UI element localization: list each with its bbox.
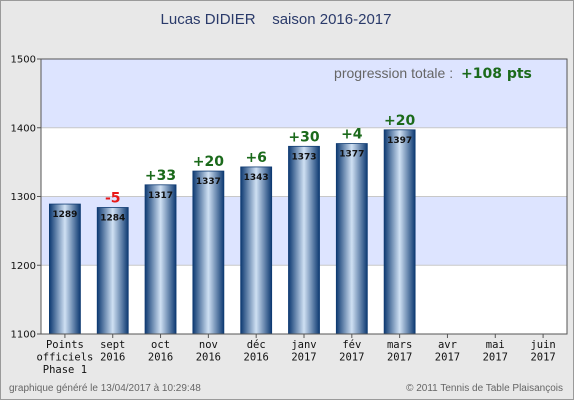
y-tick-label: 1400 xyxy=(11,123,36,134)
copyright-notice: © 2011 Tennis de Table Plaisançois xyxy=(406,383,563,394)
x-axis-labels: Points officiels Phase 1 sept 2016 oct 2016 nov… xyxy=(36,334,556,376)
x-tick-label: avr 2017 xyxy=(435,339,460,364)
plot-border xyxy=(40,58,568,335)
bar xyxy=(96,207,129,335)
bars: 1289 1284 -5 1317 +33 1337 +20 1343 +6 1373 +30 137… xyxy=(49,113,416,335)
x-tick-label: oct 2016 xyxy=(148,339,173,364)
x-tick-label: mars 2017 xyxy=(387,339,412,364)
x-tick-label: janv 2017 xyxy=(291,339,316,364)
bar-value-label: 1377 xyxy=(339,150,364,160)
delta-label: +4 xyxy=(341,127,363,143)
bar-value-label: 1317 xyxy=(148,191,173,201)
delta-label: +20 xyxy=(384,113,415,129)
y-axis-ticks: 1100 1200 1300 1400 1500 xyxy=(11,55,36,341)
progression-label: progression totale : xyxy=(334,65,457,81)
y-tick-label: 1300 xyxy=(11,192,36,203)
x-tick-label: juin 2017 xyxy=(530,339,555,364)
bar-value-label: 1397 xyxy=(387,136,412,146)
bar-value-label: 1373 xyxy=(291,152,316,162)
bar-value-label: 1289 xyxy=(52,210,77,220)
bar-value-label: 1284 xyxy=(100,214,125,224)
bar xyxy=(240,166,273,335)
bar-value-label: 1337 xyxy=(196,177,221,187)
bar xyxy=(288,145,320,335)
chart-title: Lucas DIDIER saison 2016-2017 xyxy=(161,11,392,28)
delta-label: +30 xyxy=(288,129,319,145)
y-tick-label: 1200 xyxy=(11,261,36,272)
x-tick-label: sept 2016 xyxy=(100,339,125,364)
delta-label: -5 xyxy=(105,191,121,207)
delta-label: +6 xyxy=(245,150,266,166)
progression-value: +108 pts xyxy=(461,66,532,82)
x-tick-label: Points officiels Phase 1 xyxy=(36,339,93,376)
delta-label: +20 xyxy=(193,154,224,170)
y-tick-label: 1100 xyxy=(11,330,36,341)
plot-band xyxy=(41,59,567,128)
bar-value-label: 1343 xyxy=(244,173,269,183)
x-tick-label: fév 2017 xyxy=(339,339,364,364)
delta-label: +33 xyxy=(145,168,176,184)
generated-timestamp: graphique généré le 13/04/2017 à 10:29:4… xyxy=(9,383,201,394)
bar xyxy=(192,170,225,335)
y-tick-label: 1500 xyxy=(11,55,36,66)
bar xyxy=(144,184,177,335)
x-tick-label: déc 2016 xyxy=(244,339,269,364)
x-tick-label: mai 2017 xyxy=(483,339,508,364)
bar xyxy=(49,203,81,335)
bar xyxy=(335,143,368,335)
x-tick-label: nov 2016 xyxy=(196,339,221,364)
bar xyxy=(383,129,416,335)
